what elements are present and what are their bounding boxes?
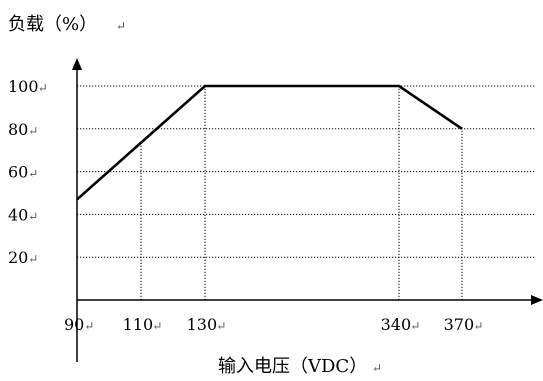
x-tick-label-110: 110: [123, 315, 154, 334]
y-axis-title: 负载（%）: [8, 14, 97, 35]
y-tick-label-20: 20: [8, 248, 28, 267]
y-tick-return-mark: ↵: [28, 252, 38, 266]
x-axis-title-return-mark: ↵: [372, 361, 382, 375]
x-tick-return-mark: ↵: [84, 319, 94, 333]
y-tick-return-mark: ↵: [38, 81, 48, 95]
y-tick-return-mark: ↵: [28, 167, 38, 181]
y-tick-label-40: 40: [8, 205, 28, 224]
y-axis-title-return-mark: ↵: [116, 19, 126, 33]
y-tick-label-80: 80: [8, 120, 28, 139]
x-axis-arrow: [531, 295, 543, 305]
y-tick-label-60: 60: [8, 163, 28, 182]
y-tick-return-mark: ↵: [28, 209, 38, 223]
x-tick-label-90: 90: [64, 315, 84, 334]
y-tick-return-mark: ↵: [28, 124, 38, 138]
x-tick-label-130: 130: [187, 315, 218, 334]
x-tick-return-mark: ↵: [473, 319, 483, 333]
x-tick-label-370: 370: [444, 315, 475, 334]
x-tick-return-mark: ↵: [152, 319, 162, 333]
x-tick-return-mark: ↵: [410, 319, 420, 333]
y-tick-label-100: 100: [8, 77, 39, 96]
x-axis-title: 输入电压（VDC）: [218, 356, 367, 376]
grid-layer: [77, 86, 535, 300]
x-tick-return-mark: ↵: [216, 319, 226, 333]
x-tick-label-340: 340: [381, 315, 412, 334]
series-line-0: [77, 86, 462, 199]
series-layer: [77, 86, 462, 199]
y-axis-arrow: [72, 58, 82, 70]
